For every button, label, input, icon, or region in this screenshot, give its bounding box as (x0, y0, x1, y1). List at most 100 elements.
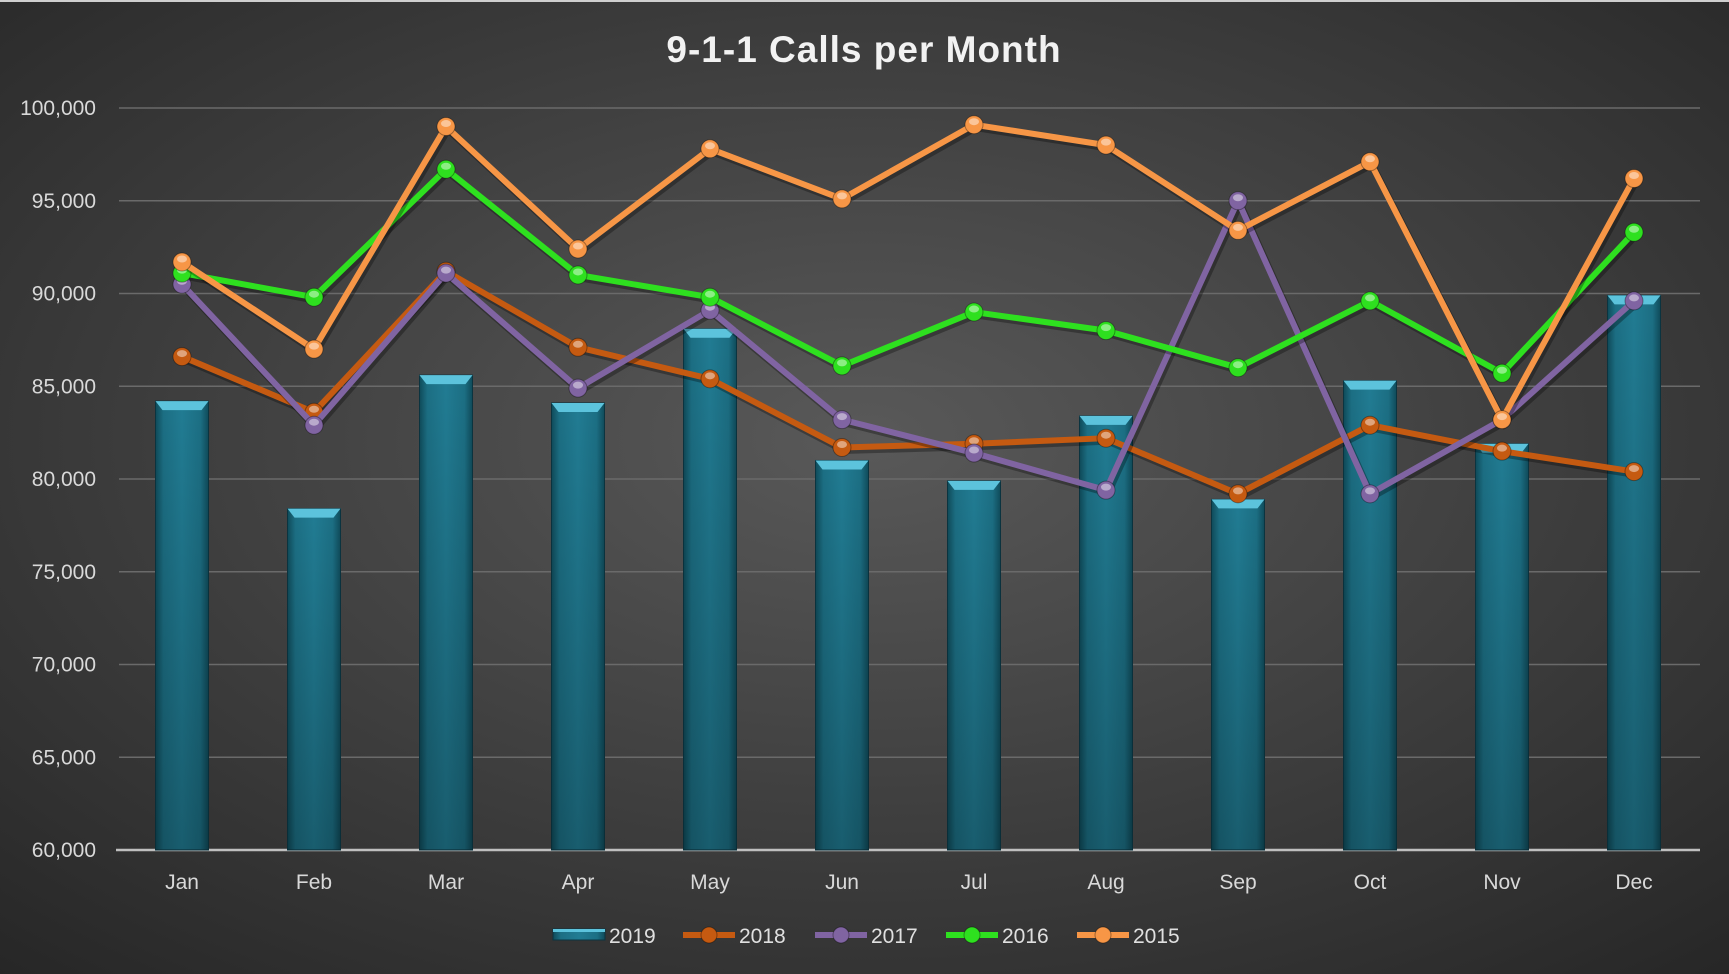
x-tick-label: Apr (562, 871, 595, 894)
marker-2016-Mar (436, 159, 456, 179)
y-tick-label: 80,000 (32, 468, 96, 491)
marker-highlight (1233, 223, 1243, 231)
marker-2015-Jun (832, 189, 852, 209)
marker-highlight (969, 446, 979, 454)
marker-2016-May (700, 287, 720, 307)
marker-2015-Nov (1492, 410, 1512, 430)
legend-item-2017: 2017 (815, 925, 918, 948)
marker-highlight (573, 381, 583, 389)
marker-2018-Dec (1624, 462, 1644, 482)
legend-label: 2019 (609, 925, 656, 948)
marker-2017-Sep (1228, 191, 1248, 211)
legend-item-2019: 2019 (552, 925, 656, 948)
marker-2015-Mar (436, 117, 456, 137)
legend-label: 2018 (739, 925, 786, 948)
marker-2018-May (700, 369, 720, 389)
bar-bevel (287, 508, 341, 518)
marker-highlight (177, 255, 187, 263)
bar-bevel (551, 402, 605, 412)
bar-bevel (1343, 380, 1397, 390)
marker-highlight (837, 192, 847, 200)
bar-2019-Dec (1607, 294, 1661, 851)
marker-2015-May (700, 139, 720, 159)
marker-highlight (1629, 225, 1639, 233)
marker-highlight (441, 266, 451, 274)
chart-title: 9-1-1 Calls per Month (666, 29, 1061, 70)
marker-2016-Jun (832, 356, 852, 376)
marker-highlight (573, 340, 583, 348)
marker-2016-Jul (964, 302, 984, 322)
marker-2015-Jul (964, 115, 984, 135)
marker-highlight (1101, 138, 1111, 146)
bar-shade (419, 375, 473, 850)
marker-highlight (1365, 294, 1375, 302)
x-tick-label: Jun (825, 871, 859, 894)
marker-highlight (1233, 361, 1243, 369)
marker-highlight (309, 418, 319, 426)
marker-2018-Apr (568, 337, 588, 357)
bar-shade (1475, 443, 1529, 850)
marker-2015-Apr (568, 239, 588, 259)
marker-highlight (309, 405, 319, 413)
marker-2015-Dec (1624, 168, 1644, 188)
bar-2019-Jan (155, 400, 209, 851)
bar-bevel (155, 401, 209, 411)
series-line-2017 (179, 197, 1637, 497)
bar-2019-Oct (1343, 380, 1397, 851)
marker-2017-Oct (1360, 484, 1380, 504)
marker-2015-Jan (172, 252, 192, 272)
bar-shade (287, 508, 341, 850)
marker-highlight (1233, 194, 1243, 202)
bar-2019-Nov (1475, 443, 1529, 851)
marker-highlight (1101, 324, 1111, 332)
marker-highlight (309, 342, 319, 350)
y-tick-label: 90,000 (32, 283, 96, 306)
marker-highlight (1365, 418, 1375, 426)
top-border (0, 0, 1729, 2)
marker-highlight (705, 290, 715, 298)
marker-2016-Feb (304, 287, 324, 307)
bar-bevel (815, 460, 869, 470)
marker-highlight (705, 372, 715, 380)
marker-2017-Feb (304, 415, 324, 435)
x-tick-label: Dec (1615, 871, 1652, 894)
marker-highlight (1497, 444, 1507, 452)
marker-highlight (441, 162, 451, 170)
marker-2016-Apr (568, 265, 588, 285)
bar-2019-Jun (815, 459, 869, 851)
marker-2017-Aug (1096, 480, 1116, 500)
marker-highlight (969, 305, 979, 313)
x-tick-label: Feb (296, 871, 332, 894)
legend-item-2018: 2018 (683, 925, 786, 948)
x-tick-label: Oct (1354, 871, 1387, 894)
marker-2015-Sep (1228, 220, 1248, 240)
marker-2017-Mar (436, 263, 456, 283)
marker-2017-Jul (964, 443, 984, 463)
bar-bevel (683, 328, 737, 338)
marker-highlight (1629, 294, 1639, 302)
x-tick-label: May (690, 871, 730, 894)
bar-shade (1607, 295, 1661, 851)
marker-highlight (573, 242, 583, 250)
marker-2018-Oct (1360, 415, 1380, 435)
bar-2019-Apr (551, 402, 605, 851)
marker-2017-Apr (568, 378, 588, 398)
x-tick-label: Jan (165, 871, 199, 894)
legend-label: 2015 (1133, 925, 1180, 948)
legend-item-2016: 2016 (946, 925, 1049, 948)
marker-2015-Oct (1360, 152, 1380, 172)
marker-highlight (837, 440, 847, 448)
marker-highlight (1365, 487, 1375, 495)
marker-highlight (1233, 487, 1243, 495)
bar-2019-May (683, 328, 737, 851)
marker-highlight (1629, 171, 1639, 179)
y-tick-label: 95,000 (32, 190, 96, 213)
series-line-2016 (181, 166, 1637, 377)
y-tick-label: 100,000 (20, 97, 96, 120)
marker-highlight (1101, 431, 1111, 439)
marker-2018-Jan (172, 347, 192, 367)
marker-2016-Nov (1492, 363, 1512, 383)
bar-shade (551, 402, 605, 850)
marker-highlight (441, 120, 451, 128)
